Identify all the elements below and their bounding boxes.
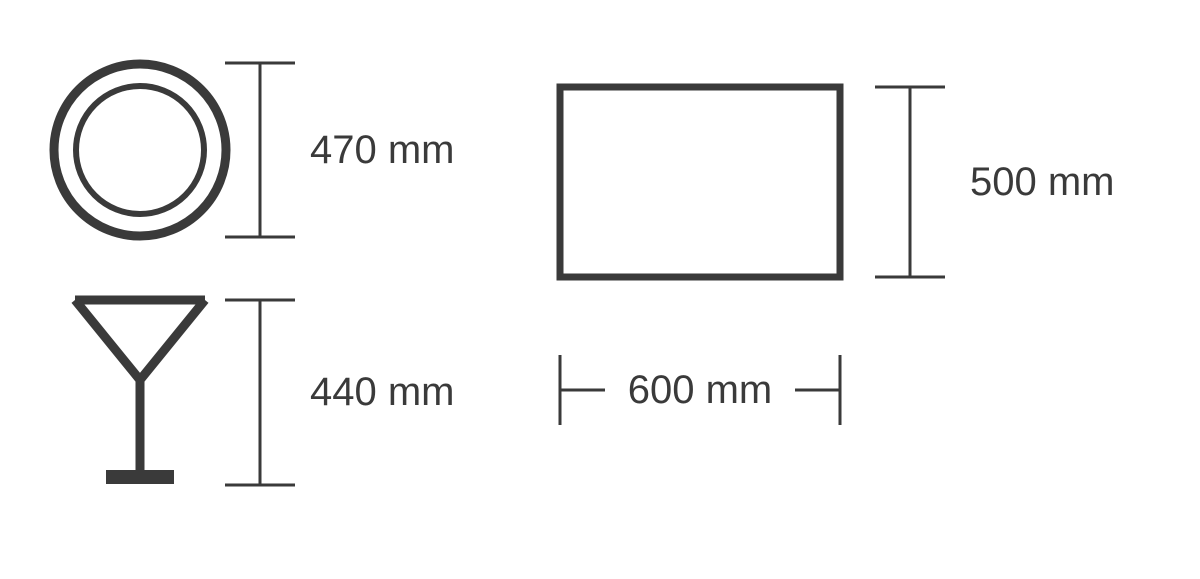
plate-icon [54,64,226,236]
plate-inner-ring [76,86,204,214]
box-height-dimension [875,87,945,277]
plate-dimension [225,63,295,237]
footprint-rect [560,87,840,277]
glass-dim-label: 440 mm [310,370,455,414]
plate-dim-label: 470 mm [310,128,455,172]
box-width-label: 600 mm [628,368,773,412]
plate-outer-ring [54,64,226,236]
martini-glass-icon [75,300,205,477]
glass-side-left [75,300,140,380]
box-height-label: 500 mm [970,160,1115,204]
glass-dimension [225,300,295,485]
glass-side-right [140,300,205,380]
